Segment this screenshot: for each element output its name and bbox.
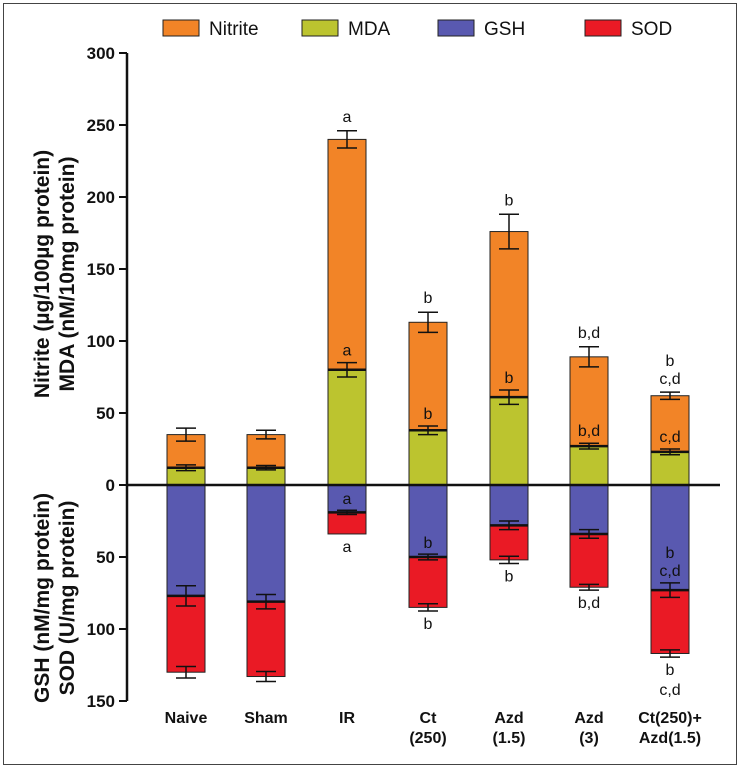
y-tick-label: 100 [87,620,115,639]
category-label: Naive [165,710,208,727]
y-tick-label: 300 [87,44,115,63]
sig-label-gsh: a [343,491,352,508]
sig-label-gsh: b [424,535,433,552]
legend-swatch-gsh [437,19,475,37]
sig-label-nitrite: b [666,353,675,370]
sig-label-mda: b,d [578,423,600,440]
y-tick-label: 50 [96,404,115,423]
sig-label-gsh: c,d [659,563,680,580]
bar-nitrite [408,321,448,431]
legend-swatch-mda [301,19,339,37]
bar-mda [408,429,448,486]
y-tick-label: 150 [87,692,115,711]
sig-label-mda: c,d [659,429,680,446]
category-label: Ct [420,710,438,727]
bar-mda [650,451,690,486]
bar-sod [650,589,690,654]
bar-gsh [569,484,609,535]
category-label: Ct(250)+ [638,710,702,727]
legend-swatch-sod [584,19,622,37]
y-tick-label: 200 [87,188,115,207]
figure-frame [3,3,737,765]
sig-label-mda: b [505,370,514,387]
category-label: (3) [579,730,599,747]
bar-gsh [489,484,529,526]
bar-sod [246,601,286,678]
sig-label-nitrite: b,d [578,325,600,342]
category-label: IR [339,710,355,727]
category-label: (1.5) [493,730,526,747]
sig-label-mda: b [424,406,433,423]
bar-gsh [246,484,286,603]
bar-nitrite [650,395,690,453]
bar-gsh [408,484,448,558]
legend-label-mda: MDA [348,19,391,40]
sig-label-sod: a [343,539,352,556]
sig-label-sod: b,d [578,595,600,612]
sig-label-nitrite: b [505,192,514,209]
sig-label-extra: c,d [659,371,680,388]
bar-sod [408,556,448,608]
legend-label-nitrite: Nitrite [209,19,259,40]
bar-sod [327,511,367,535]
category-label: Azd [574,710,603,727]
bar-sod [489,524,529,561]
bar-gsh [166,484,206,597]
upper-axis-label: Nitrite (µg/100µg protein) [31,150,54,398]
bar-nitrite [489,231,529,398]
bar-nitrite [569,356,609,447]
legend-label-sod: SOD [631,19,672,40]
legend-label-gsh: GSH [484,19,525,40]
category-label: Azd [494,710,523,727]
y-tick-label: 100 [87,332,115,351]
bar-nitrite [246,434,286,469]
bar-nitrite [327,138,367,371]
lower-axis-label: GSH (nM/mg protein) [31,493,54,703]
upper-axis-label: MDA (nM/10mg protein) [56,157,79,392]
sig-label-nitrite: b [424,290,433,307]
sig-label-sod: b [424,616,433,633]
legend-swatch-nitrite [162,19,200,37]
bar-sod [569,533,609,588]
sig-label-sod: b [505,568,514,585]
sig-label-nitrite: a [343,109,352,126]
bar-mda [489,396,529,486]
lower-axis-label: SOD (U/mg protein) [56,501,79,696]
sig-label-extra: b [666,545,675,562]
sig-label-mda: a [343,343,352,360]
y-tick-label: 150 [87,260,115,279]
sig-label-extra: b [666,662,675,679]
bar-sod [166,595,206,673]
y-tick-label: 0 [106,476,115,495]
category-label: (250) [409,730,446,747]
bar-mda [569,445,609,486]
bar-mda [327,369,367,486]
category-label: Azd(1.5) [639,730,701,747]
y-tick-label: 50 [96,548,115,567]
sig-label-sod: c,d [659,682,680,699]
y-tick-label: 250 [87,116,115,135]
category-label: Sham [244,710,288,727]
